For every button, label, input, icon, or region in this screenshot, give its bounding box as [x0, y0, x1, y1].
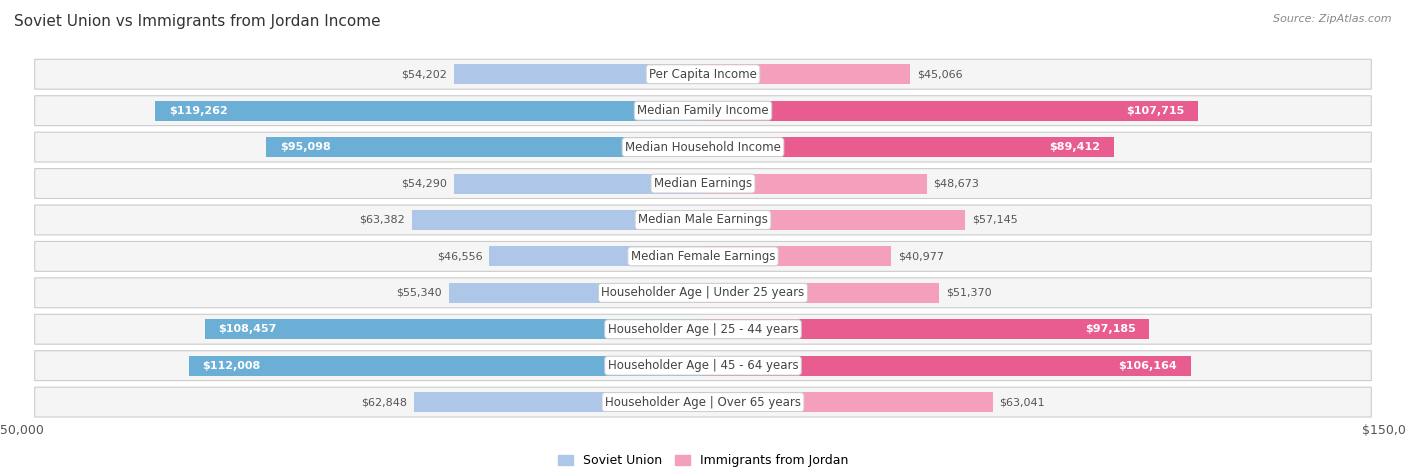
Text: $57,145: $57,145 — [973, 215, 1018, 225]
Text: $63,382: $63,382 — [360, 215, 405, 225]
Text: Median Earnings: Median Earnings — [654, 177, 752, 190]
Bar — [703, 283, 939, 303]
FancyBboxPatch shape — [35, 59, 1371, 89]
FancyBboxPatch shape — [35, 241, 1371, 271]
Text: $48,673: $48,673 — [934, 178, 980, 189]
Bar — [703, 247, 891, 266]
Text: $106,164: $106,164 — [1118, 361, 1177, 371]
FancyBboxPatch shape — [35, 169, 1371, 198]
FancyBboxPatch shape — [35, 351, 1371, 381]
Bar — [703, 137, 1114, 157]
Bar — [449, 283, 703, 303]
Text: $112,008: $112,008 — [202, 361, 260, 371]
Text: $107,715: $107,715 — [1126, 106, 1184, 116]
Text: $40,977: $40,977 — [898, 251, 943, 262]
Legend: Soviet Union, Immigrants from Jordan: Soviet Union, Immigrants from Jordan — [553, 449, 853, 467]
Bar — [703, 392, 993, 412]
Text: $95,098: $95,098 — [280, 142, 330, 152]
Bar — [266, 137, 703, 157]
Text: $108,457: $108,457 — [219, 324, 277, 334]
Bar — [454, 174, 703, 193]
Bar — [703, 64, 910, 84]
Text: Median Family Income: Median Family Income — [637, 104, 769, 117]
Text: $55,340: $55,340 — [396, 288, 441, 298]
FancyBboxPatch shape — [35, 387, 1371, 417]
FancyBboxPatch shape — [35, 278, 1371, 308]
Text: Householder Age | 25 - 44 years: Householder Age | 25 - 44 years — [607, 323, 799, 336]
Text: Householder Age | Under 25 years: Householder Age | Under 25 years — [602, 286, 804, 299]
Bar — [188, 356, 703, 375]
Text: Per Capita Income: Per Capita Income — [650, 68, 756, 81]
FancyBboxPatch shape — [35, 132, 1371, 162]
Bar — [412, 210, 703, 230]
Text: Householder Age | 45 - 64 years: Householder Age | 45 - 64 years — [607, 359, 799, 372]
Text: $97,185: $97,185 — [1085, 324, 1136, 334]
Text: $46,556: $46,556 — [437, 251, 482, 262]
Text: $62,848: $62,848 — [361, 397, 408, 407]
Text: $119,262: $119,262 — [169, 106, 228, 116]
Text: Householder Age | Over 65 years: Householder Age | Over 65 years — [605, 396, 801, 409]
Bar — [703, 210, 966, 230]
FancyBboxPatch shape — [35, 205, 1371, 235]
Text: $54,290: $54,290 — [401, 178, 447, 189]
FancyBboxPatch shape — [35, 96, 1371, 126]
Text: $63,041: $63,041 — [1000, 397, 1045, 407]
Text: $45,066: $45,066 — [917, 69, 963, 79]
Bar — [454, 64, 703, 84]
Bar — [703, 356, 1191, 375]
Bar — [703, 101, 1198, 120]
Bar — [703, 174, 927, 193]
FancyBboxPatch shape — [35, 314, 1371, 344]
Text: Median Male Earnings: Median Male Earnings — [638, 213, 768, 226]
Text: $51,370: $51,370 — [946, 288, 991, 298]
Text: Soviet Union vs Immigrants from Jordan Income: Soviet Union vs Immigrants from Jordan I… — [14, 14, 381, 29]
Text: Median Female Earnings: Median Female Earnings — [631, 250, 775, 263]
Text: Median Household Income: Median Household Income — [626, 141, 780, 154]
Text: $54,202: $54,202 — [401, 69, 447, 79]
Bar — [489, 247, 703, 266]
Text: $89,412: $89,412 — [1049, 142, 1099, 152]
Bar — [415, 392, 703, 412]
Bar — [155, 101, 703, 120]
Text: Source: ZipAtlas.com: Source: ZipAtlas.com — [1274, 14, 1392, 24]
Bar — [205, 319, 703, 339]
Bar — [703, 319, 1149, 339]
